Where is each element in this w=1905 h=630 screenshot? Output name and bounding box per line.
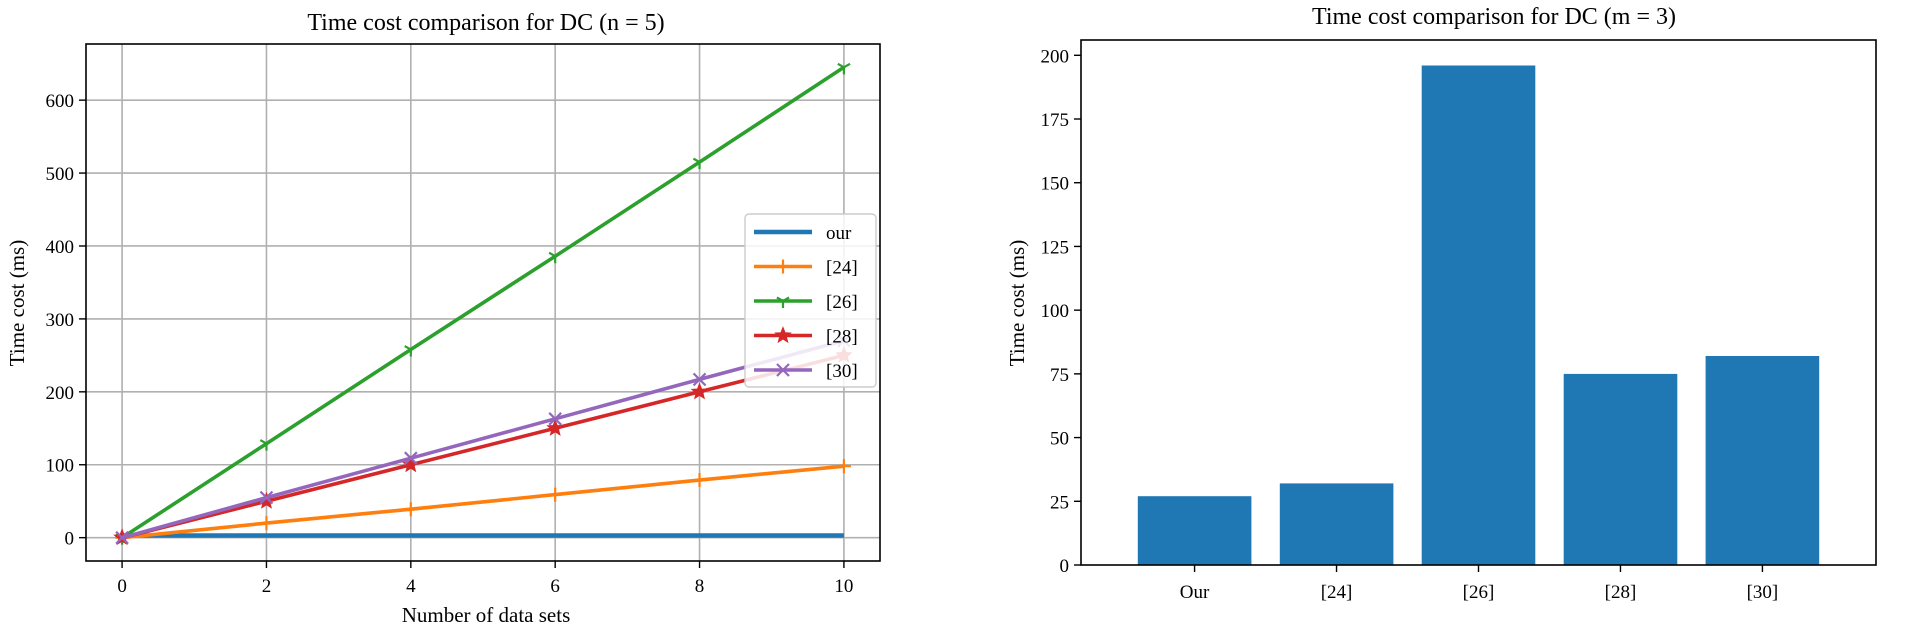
series-point [259,516,274,531]
bar-chart-y-tick-label: 0 [1060,556,1070,577]
bar-chart-y-tick-label: 100 [1041,301,1070,322]
series-point [115,530,129,545]
bar [1563,373,1678,565]
legend-label: our [826,223,852,244]
bar-chart: Time cost comparison for DC (m = 3) Our [… [1005,4,1877,603]
series-line [121,339,845,540]
series-point [837,62,851,75]
line-chart: Time cost comparison for DC (n = 5) 0 2 4 6… [5,10,881,627]
line-chart-x-tick-label: 4 [406,576,416,597]
bar-chart-y-tick-label: 25 [1050,492,1069,513]
series-point [404,345,418,357]
series-point [548,251,562,264]
legend-label: [30] [826,361,858,382]
bar [1705,356,1820,565]
series-point [546,418,565,436]
bar-chart-title: Time cost comparison for DC (m = 3) [1312,4,1676,30]
line-chart-series [113,62,853,546]
legend-item: [24] [754,258,858,279]
series-3 [113,346,853,546]
line-chart-y-tick-label: 100 [46,456,75,477]
line-chart-plot-frame [85,43,881,562]
line-chart-y-tick-label: 200 [46,383,75,404]
bar-chart-x-tick-label: [24] [1321,582,1353,603]
series-point [692,157,707,170]
line-chart-y-tick-label: 600 [46,91,75,112]
line-chart-x-tick-label: 8 [695,576,705,597]
line-chart-y-tick-label: 300 [46,310,75,331]
line-chart-y-axis-label: Time cost (ms) [5,240,29,366]
series-point [692,473,707,488]
bar [1137,496,1252,565]
series-point [690,382,709,400]
bar-chart-x-tick-label: Our [1180,582,1210,603]
line-chart-y-tick-label: 0 [65,529,75,550]
bar-chart-y-tick-label: 125 [1041,237,1070,258]
line-chart-x-ticks: 0 2 4 6 8 10 [117,561,853,597]
line-chart-y-ticks: 0 100 200 300 400 500 600 [46,91,86,550]
bar-chart-y-ticks: 0 25 50 75 100 125 150 175 200 [1041,46,1081,577]
legend-item: [28] [754,326,858,348]
line-chart-title: Time cost comparison for DC (n = 5) [307,10,664,36]
series-point [548,412,562,426]
legend-marker [776,363,790,377]
bar-chart-y-tick-label: 150 [1041,174,1070,195]
bar-chart-x-tick-label: [26] [1463,582,1495,603]
series-point [404,451,418,465]
bar [1421,65,1536,565]
legend-label: [28] [826,327,858,348]
series-point [259,490,274,505]
bar-chart-x-tick-label: [30] [1747,582,1779,603]
legend-label: [24] [826,258,858,279]
series-line [121,65,845,540]
legend-item: our [754,223,852,244]
line-chart-x-tick-label: 2 [262,576,272,597]
legend-item: [26] [754,292,858,313]
series-point [401,455,420,473]
bar [1279,483,1394,565]
line-chart-x-axis-label: Number of data sets [402,603,571,627]
bar-chart-y-tick-label: 200 [1041,46,1070,67]
bar-chart-y-tick-label: 175 [1041,110,1070,131]
legend-marker [774,326,792,344]
bar-chart-y-tick-label: 50 [1050,429,1069,450]
bar-chart-y-tick-label: 75 [1050,365,1069,386]
series-line [121,353,845,540]
bar-chart-y-axis-label: Time cost (ms) [1005,240,1029,366]
series-point [692,372,707,387]
bar-chart-x-ticks: Our [24] [26] [28] [30] [1180,565,1778,603]
line-chart-x-tick-label: 10 [834,576,853,597]
bar-chart-x-tick-label: [28] [1605,582,1637,603]
line-chart-legend: our [24] [26] [28] [30] [744,213,877,388]
legend-item: [30] [754,361,858,382]
series-point [259,439,274,451]
legend-marker [776,296,790,308]
bar-chart-bars [1137,65,1820,565]
series-point [548,487,563,502]
series-point [403,502,418,517]
series-line [121,464,845,540]
legend-label: [26] [826,292,858,313]
series-2 [115,62,851,545]
line-chart-y-tick-label: 400 [46,237,75,258]
legend-marker [776,259,790,274]
line-chart-x-tick-label: 6 [550,576,560,597]
line-chart-y-tick-label: 500 [46,164,75,185]
line-chart-x-tick-label: 0 [117,576,127,597]
series-point [836,459,851,474]
